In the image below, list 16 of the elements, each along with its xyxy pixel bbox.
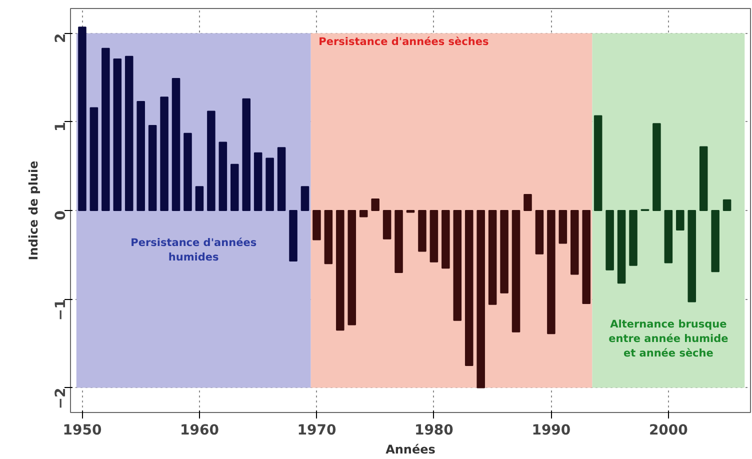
y-tick-label: 0	[53, 210, 69, 220]
y-axis-title: Indice de pluie	[26, 160, 40, 260]
x-tick-label: 1970	[297, 422, 336, 438]
x-axis-title: Années	[386, 442, 436, 456]
band-label: Alternance brusque entre année humide et année sèche	[608, 318, 728, 360]
x-tick-label: 2000	[648, 422, 688, 438]
y-tick-label: 2	[53, 33, 69, 44]
x-tick-label: 1960	[180, 422, 220, 438]
y-tick-label: −2	[53, 388, 69, 410]
band-label: Persistance d'années sèches	[318, 36, 489, 48]
x-tick-label: 1950	[62, 422, 102, 438]
x-tick-label: 1980	[414, 422, 454, 438]
band-label: Persistance d'années humides	[130, 237, 257, 264]
y-tick-label: −1	[53, 299, 69, 321]
x-tick-label: 1990	[532, 422, 571, 438]
y-tick-label: 1	[53, 122, 69, 132]
